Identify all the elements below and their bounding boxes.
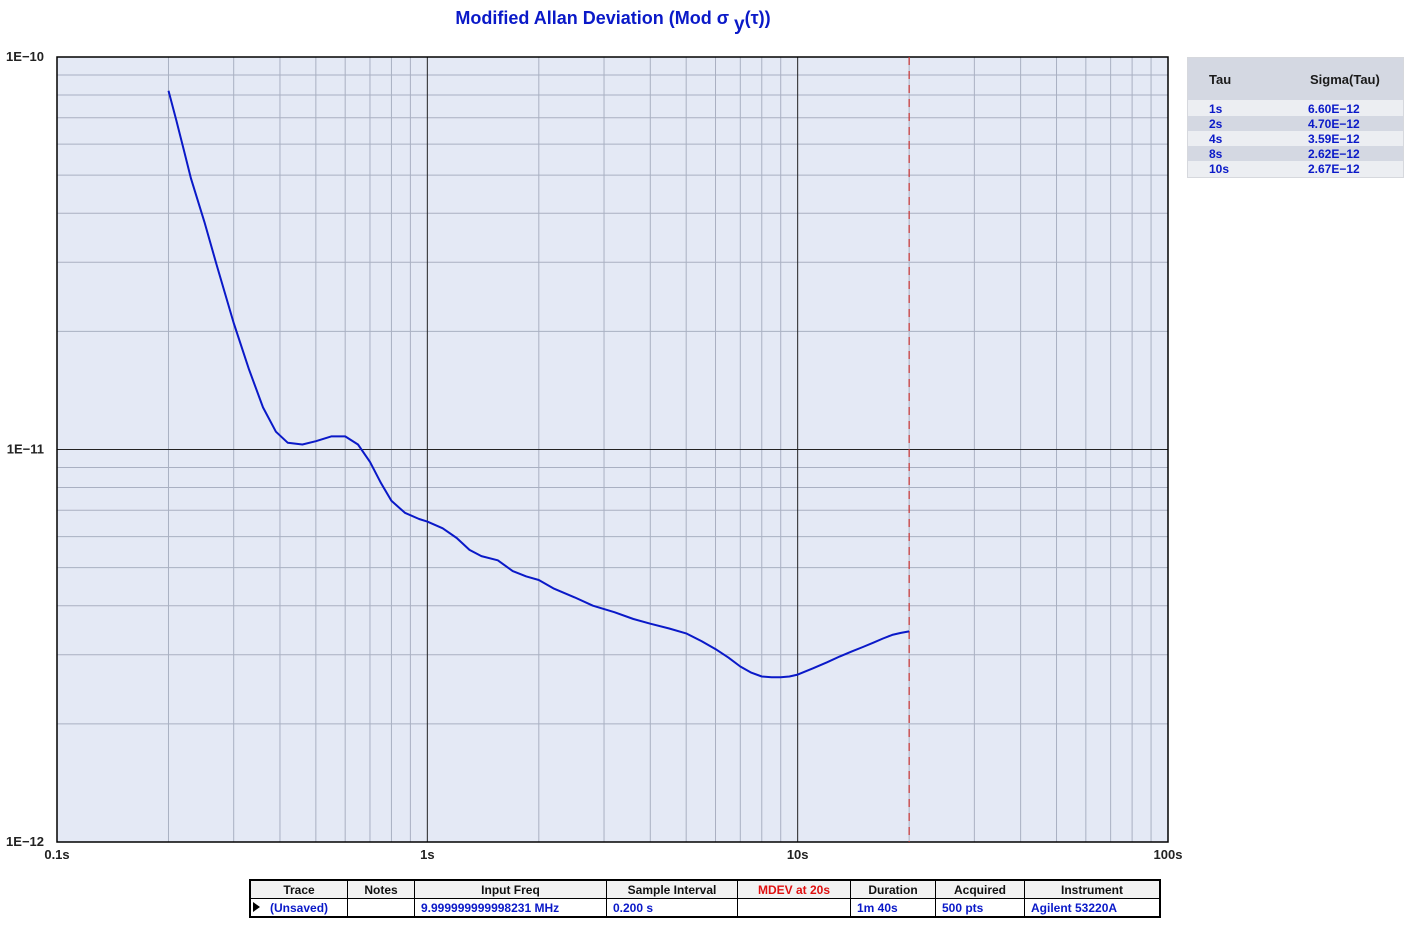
legend-row: 10s 2.67E−12 bbox=[1188, 161, 1403, 176]
y-tick-label: 1E−11 bbox=[7, 442, 44, 457]
chart-title-main: Modified Allan Deviation (Mod σ bbox=[455, 8, 730, 28]
header-input-freq[interactable]: Input Freq bbox=[414, 879, 607, 899]
legend-row: 4s 3.59E−12 bbox=[1188, 131, 1403, 146]
cell-input-freq: 9.999999999998231 MHz bbox=[414, 898, 607, 918]
x-tick-label: 100s bbox=[1154, 847, 1183, 862]
legend-sigma: 2.62E−12 bbox=[1308, 147, 1360, 161]
row-selector-arrow-icon bbox=[253, 901, 260, 912]
cell-notes[interactable] bbox=[347, 898, 415, 918]
legend-tau: 4s bbox=[1209, 132, 1223, 146]
info-header-row: Trace Notes Input Freq Sample Interval M… bbox=[249, 879, 1161, 899]
plot-border bbox=[56, 56, 1169, 843]
legend-col-sigma: Sigma(Tau) bbox=[1310, 72, 1380, 87]
x-tick-label: 10s bbox=[787, 847, 809, 862]
cell-acquired: 500 pts bbox=[935, 898, 1025, 918]
cell-instrument: Agilent 53220A bbox=[1024, 898, 1161, 918]
y-tick-label: 1E−10 bbox=[6, 49, 44, 64]
series-line bbox=[167, 90, 910, 679]
legend-row: 8s 2.62E−12 bbox=[1188, 146, 1403, 161]
header-mdev[interactable]: MDEV at 20s bbox=[737, 879, 851, 899]
x-tick-label: 1s bbox=[420, 847, 434, 862]
chart-title: Modified Allan Deviation (Mod σ y(τ)) bbox=[0, 8, 1226, 35]
header-instrument[interactable]: Instrument bbox=[1024, 879, 1161, 899]
cell-sample-interval: 0.200 s bbox=[606, 898, 738, 918]
y-tick-label: 1E−12 bbox=[6, 834, 44, 849]
legend-sigma: 3.59E−12 bbox=[1308, 132, 1360, 146]
legend-tau: 1s bbox=[1209, 102, 1223, 116]
legend-row: 1s 6.60E−12 bbox=[1188, 101, 1403, 116]
header-acquired[interactable]: Acquired bbox=[935, 879, 1025, 899]
legend-tau: 8s bbox=[1209, 147, 1223, 161]
legend-col-tau: Tau bbox=[1209, 72, 1232, 87]
header-trace[interactable]: Trace bbox=[249, 879, 348, 899]
header-sample-interval[interactable]: Sample Interval bbox=[606, 879, 738, 899]
table-row[interactable]: (Unsaved) 9.999999999998231 MHz 0.200 s … bbox=[249, 898, 1161, 918]
cell-mdev bbox=[737, 898, 851, 918]
header-duration[interactable]: Duration bbox=[850, 879, 936, 899]
cell-trace[interactable]: (Unsaved) bbox=[249, 898, 348, 918]
legend-sigma: 2.67E−12 bbox=[1308, 162, 1360, 176]
legend-sigma: 4.70E−12 bbox=[1308, 117, 1360, 131]
legend-tau: 10s bbox=[1209, 162, 1230, 176]
cell-duration: 1m 40s bbox=[850, 898, 936, 918]
chart-plot: 0.1s 1s 10s 100s 1E−12 1E−11 1E−10 bbox=[6, 49, 1183, 862]
legend-sigma: 6.60E−12 bbox=[1308, 102, 1360, 116]
legend-row: 2s 4.70E−12 bbox=[1188, 116, 1403, 131]
trace-name: (Unsaved) bbox=[270, 900, 329, 915]
legend-tau: 2s bbox=[1209, 117, 1223, 131]
trace-info-table: Trace Notes Input Freq Sample Interval M… bbox=[249, 879, 1161, 918]
chart-title-subscript: y bbox=[734, 14, 745, 35]
tau-sigma-legend: Tau Sigma(Tau) 1s 6.60E−12 2s 4.70E−12 4… bbox=[1187, 57, 1404, 178]
x-tick-label: 0.1s bbox=[44, 847, 69, 862]
chart-title-tail: (τ)) bbox=[744, 8, 771, 28]
legend-header: Tau Sigma(Tau) bbox=[1188, 58, 1403, 100]
header-notes[interactable]: Notes bbox=[347, 879, 415, 899]
